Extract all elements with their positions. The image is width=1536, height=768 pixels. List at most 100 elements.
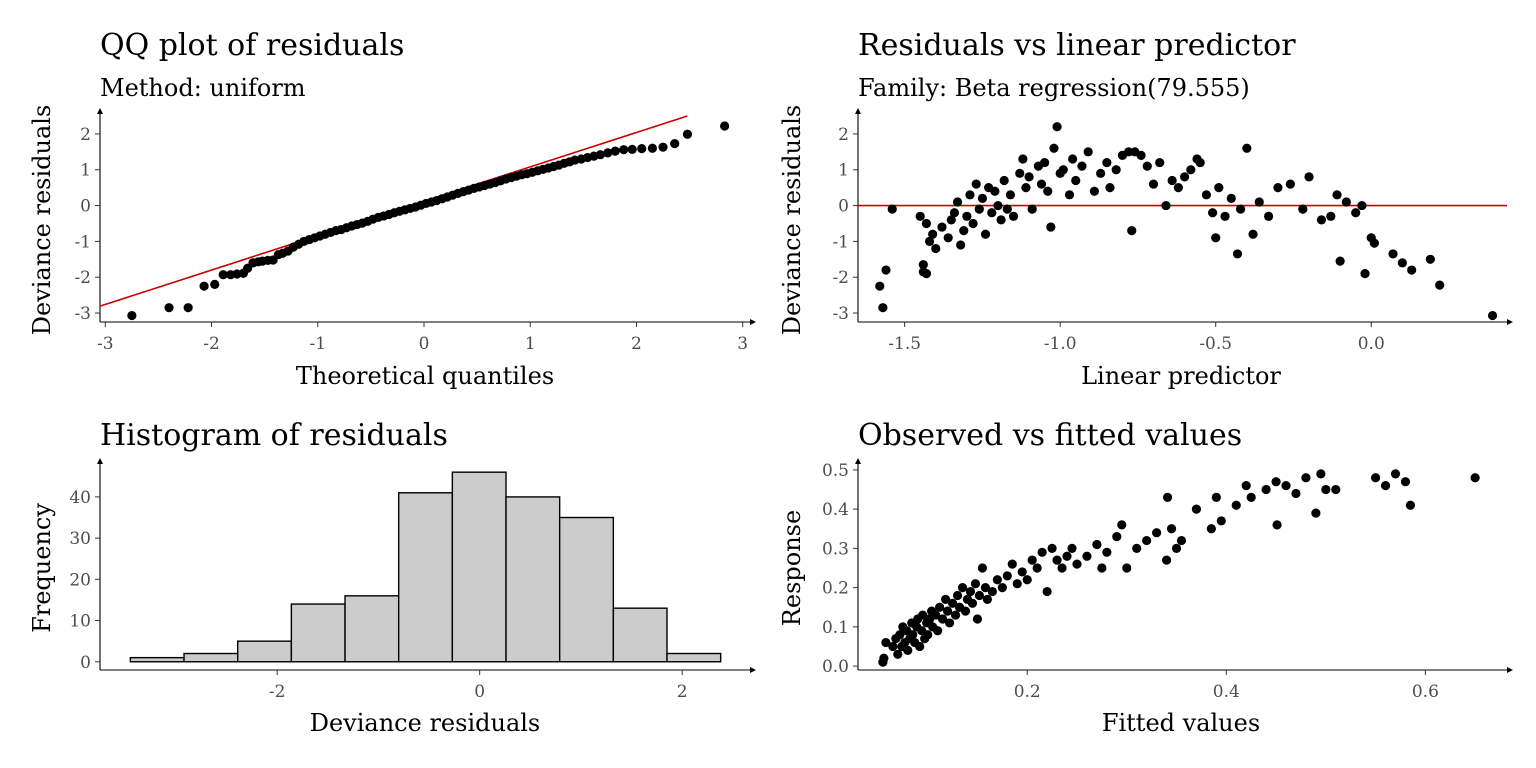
- residuals-vs-linear-predictor-point: [1167, 175, 1177, 186]
- residuals-vs-linear-predictor-point: [1407, 265, 1417, 275]
- qq-plot-y-axis-arrow: [97, 108, 103, 114]
- observed-vs-fitted-y-axis-label: Response: [778, 510, 806, 626]
- qq-plot-title: QQ plot of residuals: [100, 28, 404, 63]
- histogram-x-axis-arrow: [750, 667, 756, 673]
- observed-vs-fitted-point: [944, 618, 955, 628]
- residuals-vs-linear-predictor-point: [974, 204, 984, 214]
- qq-plot-x-tick-label: 2: [631, 334, 642, 354]
- residuals-vs-linear-predictor-x-axis-arrow: [1507, 319, 1513, 325]
- qq-plot-point: [682, 129, 693, 139]
- qq-plot-panel: QQ plot of residuals Method: uniform The…: [28, 28, 756, 390]
- residuals-vs-linear-predictor-point: [1043, 186, 1053, 196]
- observed-vs-fitted-point: [1261, 484, 1271, 495]
- observed-vs-fitted-point: [1022, 575, 1032, 585]
- histogram-bar: [505, 496, 561, 663]
- observed-vs-fitted-point: [1092, 539, 1102, 550]
- residuals-vs-linear-predictor-point: [971, 179, 981, 189]
- residuals-vs-linear-predictor-point: [1096, 168, 1106, 178]
- residuals-vs-linear-predictor-point: [977, 193, 988, 203]
- observed-vs-fitted-point: [1097, 563, 1107, 573]
- qq-plot-x-tick-label: 1: [525, 334, 536, 354]
- residuals-vs-linear-predictor-point: [1201, 190, 1211, 200]
- observed-vs-fitted-x-axis-label: Fitted values: [1102, 709, 1260, 737]
- observed-vs-fitted-point: [893, 649, 903, 659]
- observed-vs-fitted-x-tick-label: 0.6: [1412, 682, 1439, 702]
- residuals-vs-linear-predictor-point: [1111, 165, 1121, 175]
- residuals-vs-linear-predictor-x-tick-label: 0.0: [1358, 334, 1385, 354]
- histogram-bar: [344, 595, 400, 663]
- observed-vs-fitted-point: [982, 594, 993, 604]
- qq-plot-x-tick-label: 3: [737, 334, 748, 354]
- observed-vs-fitted-point: [1241, 481, 1251, 491]
- observed-vs-fitted-point: [1112, 532, 1122, 542]
- observed-vs-fitted-point: [1301, 473, 1311, 483]
- residuals-vs-linear-predictor-point: [1105, 183, 1115, 193]
- observed-vs-fitted-point: [1166, 524, 1177, 534]
- observed-vs-fitted-point: [957, 583, 968, 593]
- observed-vs-fitted-point: [895, 630, 905, 640]
- observed-vs-fitted-point: [1281, 481, 1291, 491]
- residuals-vs-linear-predictor-point: [1077, 161, 1087, 171]
- residuals-vs-linear-predictor-point: [1161, 200, 1171, 211]
- histogram-bar: [183, 652, 239, 663]
- observed-vs-fitted-point: [1122, 563, 1132, 573]
- observed-vs-fitted-point: [1380, 481, 1391, 491]
- observed-vs-fitted-point: [935, 602, 945, 612]
- residuals-vs-linear-predictor-point: [996, 215, 1006, 225]
- residuals-vs-linear-predictor-point: [1102, 157, 1112, 168]
- observed-vs-fitted-point: [997, 583, 1007, 593]
- qq-plot-x-tick-label: -3: [97, 334, 114, 354]
- observed-vs-fitted-point: [1291, 488, 1301, 499]
- observed-vs-fitted-point: [974, 590, 985, 601]
- qq-plot-y-tick-label: 2: [80, 125, 91, 145]
- residuals-vs-linear-predictor-point: [918, 267, 928, 277]
- residuals-vs-linear-predictor-x-axis-label: Linear predictor: [1081, 362, 1281, 390]
- observed-vs-fitted-point: [1216, 516, 1226, 526]
- residuals-vs-linear-predictor-point: [1425, 254, 1435, 264]
- histogram-x-tick-label: 2: [677, 682, 688, 702]
- observed-vs-fitted-y-tick-label: 0.4: [822, 500, 849, 520]
- qq-plot-point: [218, 270, 228, 280]
- histogram-bar: [612, 607, 668, 663]
- observed-vs-fitted-point: [1017, 567, 1027, 577]
- residuals-vs-linear-predictor-point: [1211, 233, 1221, 243]
- observed-vs-fitted-point: [923, 630, 933, 640]
- residuals-vs-linear-predictor-point: [1024, 172, 1034, 182]
- observed-vs-fitted-point: [1052, 555, 1062, 565]
- observed-vs-fitted-point: [888, 641, 898, 652]
- residuals-vs-linear-predictor-point: [980, 229, 991, 239]
- qq-plot-point: [610, 146, 620, 156]
- observed-vs-fitted-point: [940, 594, 951, 604]
- residuals-vs-linear-predictor-point: [1136, 150, 1146, 161]
- observed-vs-fitted-point: [908, 630, 918, 640]
- observed-vs-fitted-point: [967, 598, 978, 608]
- qq-plot-point: [647, 143, 657, 153]
- residuals-vs-linear-predictor-point: [999, 175, 1009, 186]
- residuals-vs-linear-predictor-point: [962, 211, 972, 221]
- residuals-vs-linear-predictor-point: [1068, 154, 1078, 164]
- qq-plot-y-tick-label: 1: [80, 161, 91, 181]
- residuals-vs-linear-predictor-point: [949, 208, 960, 218]
- qq-plot-point: [627, 144, 637, 154]
- qq-plot-point: [658, 142, 668, 152]
- residuals-vs-linear-predictor-point: [875, 281, 885, 291]
- histogram-y-tick-label: 10: [69, 612, 91, 632]
- residuals-vs-linear-predictor-point: [924, 236, 935, 246]
- qq-plot-y-tick-label: -2: [74, 268, 91, 288]
- residuals-vs-linear-predictor-point: [1369, 238, 1379, 248]
- residuals-vs-linear-predictor-point: [1083, 147, 1093, 157]
- observed-vs-fitted-point: [1206, 524, 1216, 534]
- residuals-vs-linear-predictor-subtitle: Family: Beta regression(79.555): [858, 74, 1250, 102]
- observed-vs-fitted-point: [1321, 484, 1331, 495]
- observed-vs-fitted-point: [1311, 508, 1321, 518]
- histogram-y-axis-arrow: [97, 458, 103, 464]
- residuals-vs-linear-predictor-point: [1326, 211, 1336, 221]
- observed-vs-fitted-point: [931, 610, 941, 620]
- histogram-y-axis-label: Frequency: [28, 503, 56, 633]
- observed-vs-fitted-point: [942, 606, 953, 616]
- observed-vs-fitted-point: [1272, 520, 1282, 530]
- observed-vs-fitted-point: [1027, 555, 1037, 565]
- residuals-vs-linear-predictor-point: [1208, 208, 1218, 218]
- observed-vs-fitted-point: [1152, 528, 1162, 538]
- residuals-vs-linear-predictor-point: [1052, 122, 1062, 132]
